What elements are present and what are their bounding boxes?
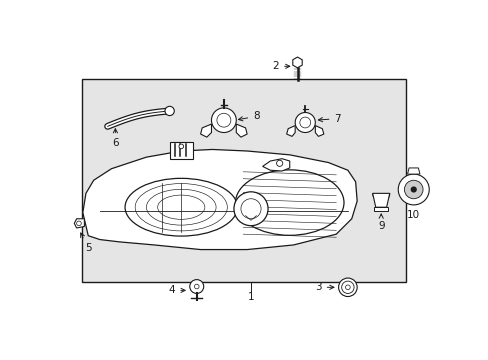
Text: 10: 10 xyxy=(407,210,420,220)
Polygon shape xyxy=(200,124,211,137)
Text: 9: 9 xyxy=(377,214,384,231)
Circle shape xyxy=(404,180,422,199)
Polygon shape xyxy=(372,193,389,207)
Polygon shape xyxy=(286,126,295,136)
Circle shape xyxy=(164,106,174,116)
Circle shape xyxy=(189,280,203,293)
Text: 3: 3 xyxy=(314,282,333,292)
Circle shape xyxy=(77,221,81,226)
Text: 5: 5 xyxy=(81,233,91,253)
Circle shape xyxy=(410,186,416,193)
Ellipse shape xyxy=(235,170,343,235)
Polygon shape xyxy=(74,219,84,228)
Circle shape xyxy=(276,160,282,166)
Circle shape xyxy=(338,278,356,297)
Ellipse shape xyxy=(125,178,237,236)
Polygon shape xyxy=(236,124,246,137)
Polygon shape xyxy=(82,149,356,249)
Bar xyxy=(373,207,387,211)
Circle shape xyxy=(179,144,183,149)
Circle shape xyxy=(295,112,315,132)
Circle shape xyxy=(233,192,267,226)
Circle shape xyxy=(211,108,236,132)
Text: 4: 4 xyxy=(168,285,185,295)
Circle shape xyxy=(397,174,428,205)
Text: 2: 2 xyxy=(272,61,289,71)
Polygon shape xyxy=(262,159,289,171)
Bar xyxy=(169,142,192,159)
Polygon shape xyxy=(315,126,323,136)
Text: 6: 6 xyxy=(112,129,119,148)
Text: 8: 8 xyxy=(238,111,259,121)
Text: 7: 7 xyxy=(318,114,341,123)
Polygon shape xyxy=(407,168,419,174)
Bar xyxy=(82,80,405,282)
Polygon shape xyxy=(292,57,302,68)
Text: 1: 1 xyxy=(247,292,254,302)
